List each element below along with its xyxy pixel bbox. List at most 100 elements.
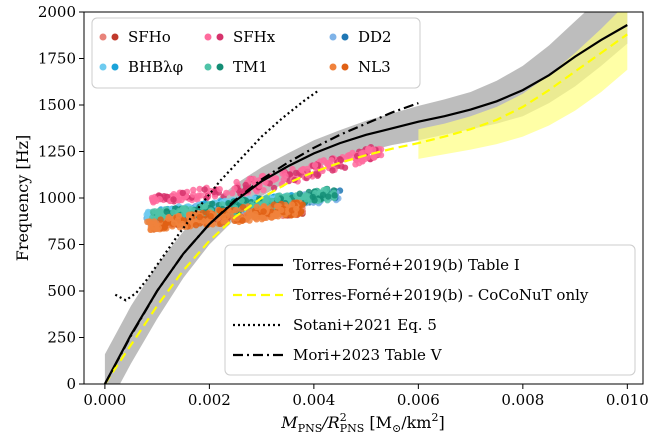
- point: [304, 165, 311, 173]
- point: [260, 214, 267, 222]
- y-tick-label: 500: [47, 282, 76, 300]
- point: [242, 181, 249, 189]
- point: [270, 184, 278, 192]
- point: [207, 213, 214, 220]
- point: [274, 196, 281, 203]
- x-tick-label: 0.002: [188, 391, 231, 409]
- point: [179, 220, 186, 228]
- point: [325, 193, 332, 200]
- legend-marker: [329, 63, 337, 71]
- x-tick-label: 0.000: [83, 391, 126, 409]
- point: [311, 197, 318, 204]
- point: [260, 187, 267, 194]
- point: [246, 217, 253, 224]
- point: [319, 191, 327, 199]
- band-yellow: [418, 12, 628, 159]
- point: [293, 205, 300, 213]
- point: [239, 217, 246, 224]
- line-mori-2023-table-v: [103, 102, 419, 384]
- point: [163, 208, 170, 215]
- point: [238, 197, 245, 204]
- point: [144, 218, 151, 225]
- legend-marker: [216, 33, 224, 41]
- point: [232, 206, 240, 214]
- point: [329, 167, 336, 174]
- point: [174, 217, 181, 224]
- y-tick-label: 1250: [38, 143, 76, 161]
- point: [253, 203, 261, 211]
- x-axis-title: MPNS/R2 PNS [M⊙/km2]: [280, 411, 444, 435]
- point: [152, 225, 160, 232]
- legend-marker: [111, 63, 119, 71]
- point: [253, 216, 260, 223]
- point: [341, 164, 349, 171]
- scatter-legend: SFHo SFHx DD2 BHBλφ TM1 NL3: [91, 17, 421, 89]
- y-tick-label: 1500: [38, 96, 76, 114]
- point: [246, 175, 253, 183]
- legend-torres-forn-2019-b-table-i: Torres-Forné+2019(b) Table I: [233, 256, 520, 274]
- x-tick-label: 0.010: [606, 391, 649, 409]
- point: [220, 213, 227, 220]
- point: [147, 224, 155, 231]
- point: [358, 157, 366, 164]
- y-tick-label: 750: [47, 236, 76, 254]
- point: [288, 201, 296, 208]
- legend-tm1: TM1: [204, 58, 268, 76]
- legend-label: Torres-Forné+2019(b) Table I: [293, 256, 520, 274]
- legend-marker: [204, 33, 212, 41]
- point: [272, 175, 279, 183]
- point: [269, 212, 276, 220]
- point: [282, 172, 289, 180]
- legend-label: Sotani+2021 Eq. 5: [293, 316, 437, 334]
- point: [262, 197, 270, 205]
- y-axis-title: Frequency [Hz]: [13, 135, 32, 262]
- lines-layer: [103, 24, 628, 384]
- point: [179, 189, 186, 197]
- line-legend: Torres-Forné+2019(b) Table I Torres-Forné…: [224, 244, 636, 376]
- legend-label: BHBλφ: [128, 58, 183, 76]
- y-tick-label: 2000: [38, 3, 76, 21]
- legend-marker: [111, 33, 119, 41]
- point: [219, 201, 226, 208]
- legend-marker: [329, 33, 337, 41]
- point: [157, 216, 164, 223]
- legend-marker: [99, 63, 107, 71]
- legend-label: DD2: [358, 28, 392, 46]
- point: [292, 169, 300, 177]
- legend-sotani-2021-eq-5: Sotani+2021 Eq. 5: [233, 316, 437, 334]
- point: [165, 215, 172, 222]
- point: [210, 188, 218, 196]
- legend-bhb: BHBλφ: [99, 58, 183, 76]
- point: [223, 189, 230, 197]
- point: [302, 192, 309, 199]
- legend-sfhx: SFHx: [204, 28, 276, 46]
- point: [278, 206, 285, 214]
- point: [331, 192, 338, 199]
- point: [328, 157, 335, 164]
- point: [274, 213, 282, 220]
- legend-marker: [216, 63, 224, 71]
- legend-torres-forn-2019-b-coconut-only: Torres-Forné+2019(b) - CoCoNuT only: [233, 286, 589, 304]
- legend-label: SFHx: [233, 28, 276, 46]
- point: [349, 149, 356, 157]
- point: [296, 190, 303, 197]
- legend-mori-2023-table-v: Mori+2023 Table V: [233, 346, 443, 364]
- legend-marker: [204, 63, 212, 71]
- band-grey: [104, 12, 628, 384]
- line-sotani-2021-eq-5: [114, 89, 320, 302]
- point: [201, 203, 209, 210]
- point: [156, 211, 163, 218]
- legend-label: NL3: [358, 58, 391, 76]
- point: [252, 210, 259, 218]
- point: [196, 213, 203, 221]
- legend-sfho: SFHo: [99, 28, 171, 46]
- point: [156, 196, 163, 203]
- point: [170, 209, 177, 216]
- point: [325, 162, 333, 169]
- point: [231, 185, 238, 192]
- x-axis: 0.000 0.002 0.004 0.006 0.008 0.010: [83, 384, 649, 409]
- legend-label: Mori+2023 Table V: [293, 346, 443, 364]
- point: [216, 186, 223, 193]
- point: [190, 191, 197, 198]
- line-torres-forn-2019-b-coconut-only: [103, 33, 628, 384]
